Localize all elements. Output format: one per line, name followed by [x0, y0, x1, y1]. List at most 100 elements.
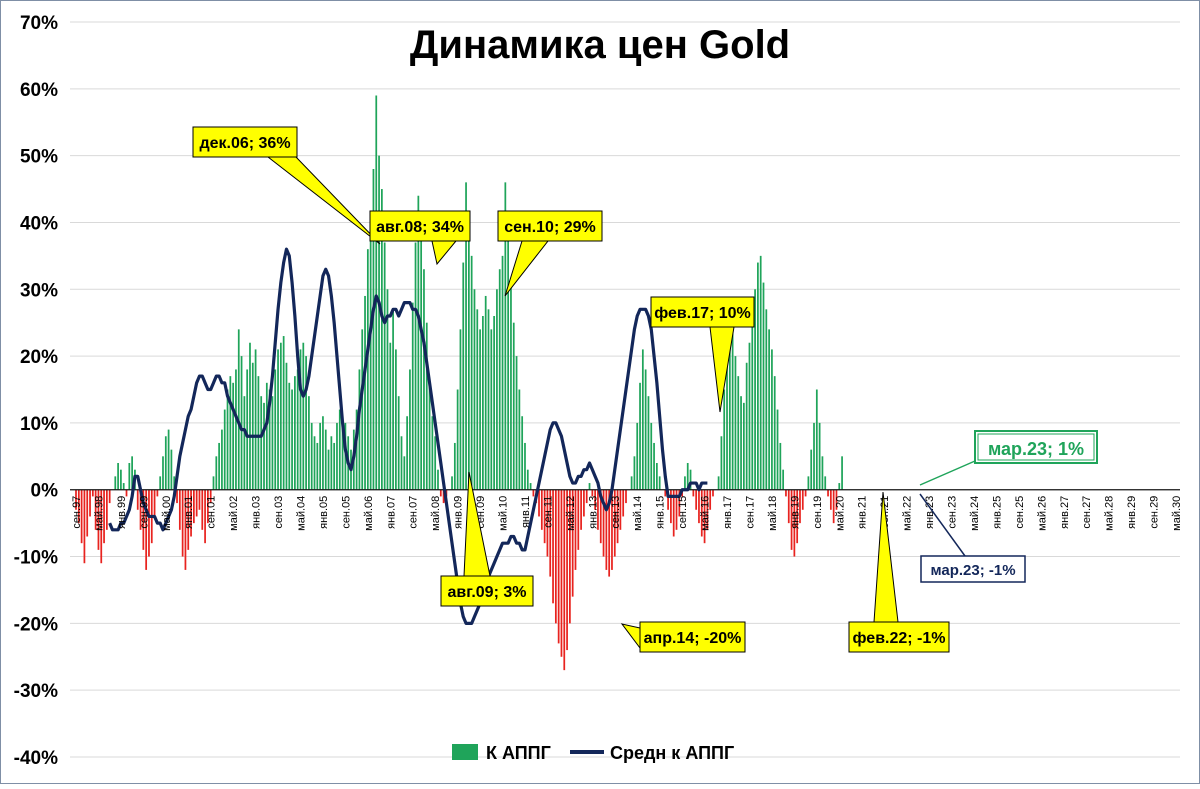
bar: [490, 329, 493, 490]
bar: [479, 329, 481, 490]
bar: [695, 489, 698, 510]
bar: [77, 489, 80, 524]
bar: [740, 396, 742, 490]
bar: [498, 269, 501, 490]
bar: [423, 269, 425, 490]
bar: [501, 255, 504, 490]
bar: [459, 329, 462, 490]
bar: [268, 389, 271, 490]
bar: [633, 456, 636, 490]
bar: [176, 489, 178, 504]
bar: [178, 489, 181, 530]
bar: [664, 489, 667, 497]
annotation-box: [974, 430, 1098, 464]
bar: [580, 489, 582, 530]
bar: [378, 155, 380, 490]
x-tick-label: май.28: [1104, 496, 1116, 531]
bar: [338, 409, 341, 490]
annotation-pointer: [919, 493, 966, 557]
legend-swatch-bars: [452, 744, 478, 760]
bar: [804, 489, 807, 497]
bar: [159, 476, 162, 490]
x-tick-label: сен.19: [812, 496, 824, 529]
x-tick-label: май.24: [969, 496, 981, 531]
bar: [94, 489, 97, 530]
bar: [265, 382, 268, 490]
bar: [658, 476, 661, 490]
bar: [467, 215, 470, 490]
bar: [686, 463, 689, 490]
bar: [723, 389, 726, 490]
bar: [709, 489, 712, 510]
x-tick-label: май.98: [93, 496, 105, 531]
bar: [512, 322, 515, 490]
bar: [619, 489, 622, 530]
annotation-box: [920, 555, 1026, 583]
bar: [195, 489, 198, 517]
bar: [246, 369, 249, 490]
bar: [316, 442, 319, 490]
bar: [546, 489, 549, 557]
x-tick-label: янв.07: [385, 496, 397, 529]
bar: [529, 483, 532, 490]
x-tick-label: сен.27: [1081, 496, 1093, 529]
bar: [776, 409, 779, 490]
bar: [428, 382, 431, 490]
x-tick-label: май.20: [834, 496, 846, 531]
bar: [299, 349, 302, 490]
annotation-box-inner: [977, 433, 1095, 461]
x-tick-label: май.30: [1171, 496, 1183, 531]
bar: [327, 449, 330, 490]
average-line: [108, 247, 708, 625]
bar: [818, 422, 821, 490]
bar: [392, 309, 394, 490]
bar: [308, 396, 310, 490]
x-tick-label: май.04: [296, 496, 308, 531]
bar: [656, 463, 658, 490]
annotation-label: дек.06; 36%: [199, 135, 290, 152]
bar: [89, 489, 91, 517]
bar: [720, 436, 723, 490]
x-tick-label: май.16: [700, 496, 712, 531]
bar: [482, 316, 484, 490]
x-tick-label: сен.03: [273, 496, 285, 529]
bar: [229, 376, 232, 490]
bar: [698, 489, 700, 524]
bar: [451, 476, 453, 490]
bar: [630, 476, 633, 490]
bar: [597, 489, 599, 530]
bar: [153, 489, 156, 517]
bar: [106, 489, 108, 530]
bar: [563, 489, 566, 671]
bar: [434, 436, 437, 490]
bar: [569, 489, 571, 624]
bar: [366, 249, 369, 490]
bar: [439, 489, 442, 497]
y-tick-labels: 70% 60% 50% 40% 30% 20% 10% 0% -10% -20% -30% -40%: [14, 13, 58, 769]
bar: [403, 456, 406, 490]
bar: [644, 369, 647, 490]
bar: [639, 382, 641, 490]
x-tick-label: сен.05: [340, 496, 352, 529]
bar: [190, 489, 192, 537]
bar: [538, 489, 540, 517]
y-tick-label: 30%: [20, 280, 58, 301]
bar: [148, 489, 150, 557]
bar: [613, 489, 616, 557]
bar: [493, 316, 495, 490]
x-tick-label: май.26: [1036, 496, 1048, 531]
bar: [453, 442, 456, 490]
bar: [212, 476, 215, 490]
x-tick-labels: сен.97 май.98 янв.99 сен.99 май.00 янв.01 сен.…: [71, 496, 1183, 531]
bar: [198, 489, 201, 510]
bar: [552, 489, 554, 604]
bar: [611, 489, 613, 570]
bar: [799, 489, 801, 524]
bar: [782, 469, 785, 490]
bar: [192, 489, 195, 524]
bar: [672, 489, 675, 537]
annotation-box: [848, 621, 950, 653]
